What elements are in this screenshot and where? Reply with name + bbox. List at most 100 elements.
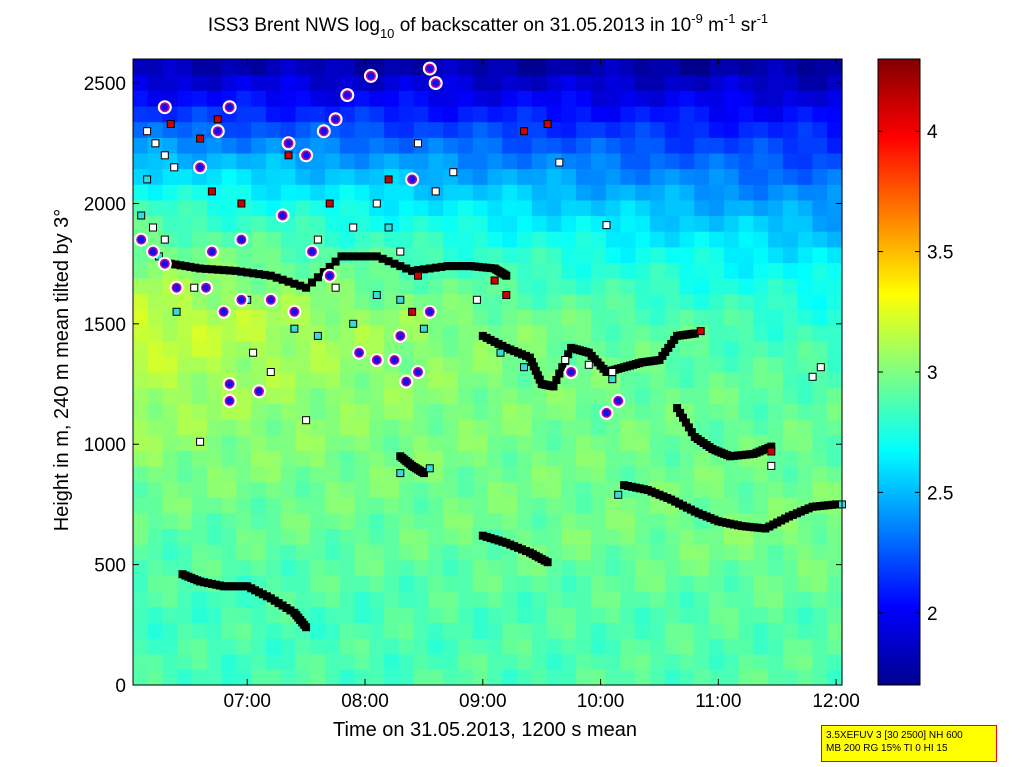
- heatmap-cell: [531, 528, 548, 545]
- heatmap-cell: [561, 465, 577, 483]
- heatmap-cell: [384, 59, 400, 76]
- heatmap-cell: [797, 512, 814, 530]
- colorbar-tick-label: 4: [927, 122, 938, 143]
- heatmap-cell: [649, 74, 666, 91]
- cyan-square-marker: [608, 375, 617, 384]
- heatmap-cell: [472, 418, 489, 436]
- heatmap-cell: [354, 309, 370, 326]
- heatmap-cell: [620, 528, 636, 545]
- heatmap-cell: [782, 340, 799, 357]
- heatmap-cell: [384, 434, 400, 451]
- heatmap-cell: [768, 137, 784, 154]
- heatmap-cell: [576, 575, 592, 592]
- heatmap-cell: [723, 591, 740, 608]
- y-tick-label: 1500: [84, 315, 126, 336]
- heatmap-cell: [487, 434, 503, 451]
- heatmap-cell: [576, 481, 592, 498]
- heatmap-cell: [206, 497, 223, 514]
- heatmap-cell: [384, 622, 400, 639]
- ring-marker-center: [279, 212, 287, 219]
- heatmap-cell: [531, 231, 548, 248]
- heatmap-cell: [812, 450, 828, 467]
- heatmap-cell: [649, 215, 666, 232]
- heatmap-cell: [561, 497, 577, 514]
- heatmap-cell: [649, 168, 666, 185]
- heatmap-cell: [369, 434, 385, 451]
- heatmap-cell: [605, 309, 622, 326]
- heatmap-cell: [517, 168, 533, 185]
- heatmap-cell: [679, 622, 695, 639]
- heatmap-cell: [561, 434, 577, 451]
- heatmap-cell: [369, 403, 385, 420]
- heatmap-cell: [147, 121, 164, 138]
- heatmap-cell: [576, 434, 592, 451]
- heatmap-cell: [517, 403, 533, 420]
- heatmap-cell: [546, 387, 562, 404]
- heatmap-cell: [649, 278, 666, 295]
- heatmap-cell: [280, 340, 297, 357]
- cyan-square-marker: [396, 469, 405, 478]
- heatmap-cell: [694, 152, 710, 170]
- heatmap-cell: [251, 309, 267, 326]
- heatmap-cell: [709, 653, 725, 670]
- heatmap-cell: [605, 669, 622, 686]
- heatmap-cell: [664, 74, 681, 91]
- heatmap-cell: [679, 575, 695, 592]
- heatmap-cell: [812, 59, 828, 76]
- heatmap-cell: [192, 622, 208, 639]
- heatmap-cell: [723, 387, 740, 404]
- heatmap-cell: [531, 622, 548, 639]
- red-square-marker: [408, 307, 417, 316]
- heatmap-cell: [147, 465, 164, 483]
- heatmap-cell: [339, 512, 356, 530]
- heatmap-cell: [827, 199, 843, 217]
- heatmap-cell: [325, 528, 341, 545]
- heatmap-cell: [812, 121, 828, 138]
- heatmap-cell: [369, 121, 385, 138]
- heatmap-cell: [428, 215, 444, 232]
- heatmap-cell: [147, 325, 164, 342]
- heatmap-cell: [827, 653, 843, 670]
- heatmap-cell: [369, 137, 385, 154]
- cyan-square-marker: [520, 363, 528, 372]
- heatmap-cell: [295, 512, 311, 530]
- heatmap-cell: [443, 559, 459, 577]
- heatmap-cell: [679, 278, 695, 295]
- heatmap-cell: [206, 215, 223, 232]
- heatmap-cell: [162, 137, 178, 154]
- cyan-square-marker: [425, 464, 434, 473]
- heatmap-cell: [546, 465, 562, 483]
- heatmap-cell: [738, 74, 754, 91]
- backscatter-heatmap: [133, 59, 843, 686]
- heatmap-cell: [664, 121, 681, 138]
- heatmap-cell: [620, 168, 636, 185]
- heatmap-cell: [576, 293, 592, 310]
- heatmap-cell: [428, 168, 444, 185]
- heatmap-cell: [827, 74, 843, 91]
- heatmap-cell: [768, 372, 784, 389]
- heatmap-cell: [354, 262, 370, 279]
- heatmap-cell: [649, 606, 666, 623]
- heatmap-cell: [664, 638, 681, 655]
- heatmap-cell: [649, 669, 666, 686]
- heatmap-cell: [251, 372, 267, 389]
- heatmap-cell: [664, 575, 681, 592]
- heatmap-cell: [177, 121, 193, 138]
- heatmap-cell: [709, 262, 725, 279]
- heatmap-cell: [812, 669, 828, 686]
- heatmap-cell: [177, 137, 193, 154]
- heatmap-cell: [369, 325, 385, 342]
- heatmap-cell: [664, 278, 681, 295]
- heatmap-cell: [177, 450, 193, 467]
- red-square-marker: [196, 134, 205, 143]
- heatmap-cell: [295, 356, 311, 373]
- heatmap-cell: [177, 74, 193, 91]
- heatmap-cell: [635, 544, 651, 561]
- heatmap-cell: [782, 591, 799, 608]
- heatmap-cell: [531, 418, 548, 436]
- heatmap-cell: [502, 575, 518, 592]
- heatmap-cell: [561, 74, 577, 91]
- heatmap-cell: [561, 403, 577, 420]
- heatmap-cell: [620, 544, 636, 561]
- heatmap-cell: [295, 465, 311, 483]
